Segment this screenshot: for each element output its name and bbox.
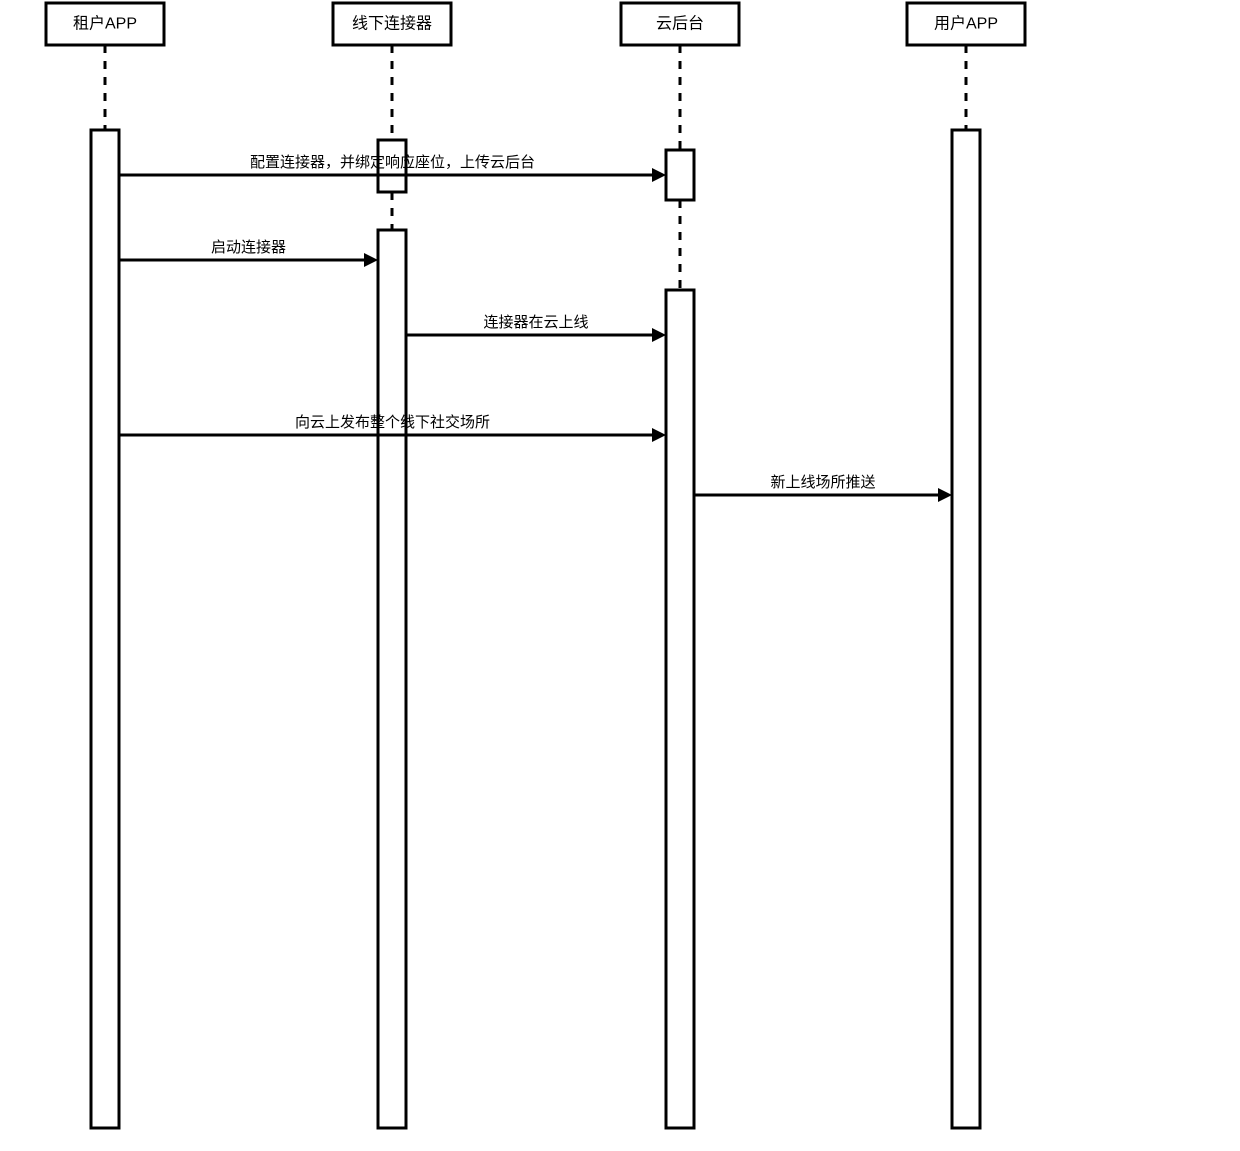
message-arrow-3 [652,428,666,442]
activation-user-5 [952,130,980,1128]
message-label-0: 配置连接器，并绑定响应座位，上传云后台 [250,153,535,171]
participant-label-tenant: 租户APP [73,15,137,33]
message-arrow-4 [938,488,952,502]
message-arrow-2 [652,328,666,342]
participant-label-connector: 线下连接器 [352,15,432,33]
message-label-2: 连接器在云上线 [483,314,588,331]
message-label-3: 向云上发布整个线下社交场所 [295,413,490,431]
message-label-1: 启动连接器 [211,239,286,256]
activation-cloud-3 [666,150,694,200]
activation-cloud-4 [666,290,694,1128]
diagram-svg: 租户APP 线下连接器 云后台 用户APP 配置连接器，并绑定响应座位，上传云后台启动连… [0,0,1240,1151]
message-arrow-0 [652,168,666,182]
sequence-diagram: 租户APP 线下连接器 云后台 用户APP 配置连接器，并绑定响应座位，上传云后台启动连… [0,0,1240,1151]
activation-connector-2 [378,230,406,1128]
message-label-4: 新上线场所推送 [770,474,875,491]
participant-label-cloud: 云后台 [656,15,704,33]
activation-tenant-0 [91,130,119,1128]
participant-label-user: 用户APP [934,15,998,33]
message-arrow-1 [364,253,378,267]
